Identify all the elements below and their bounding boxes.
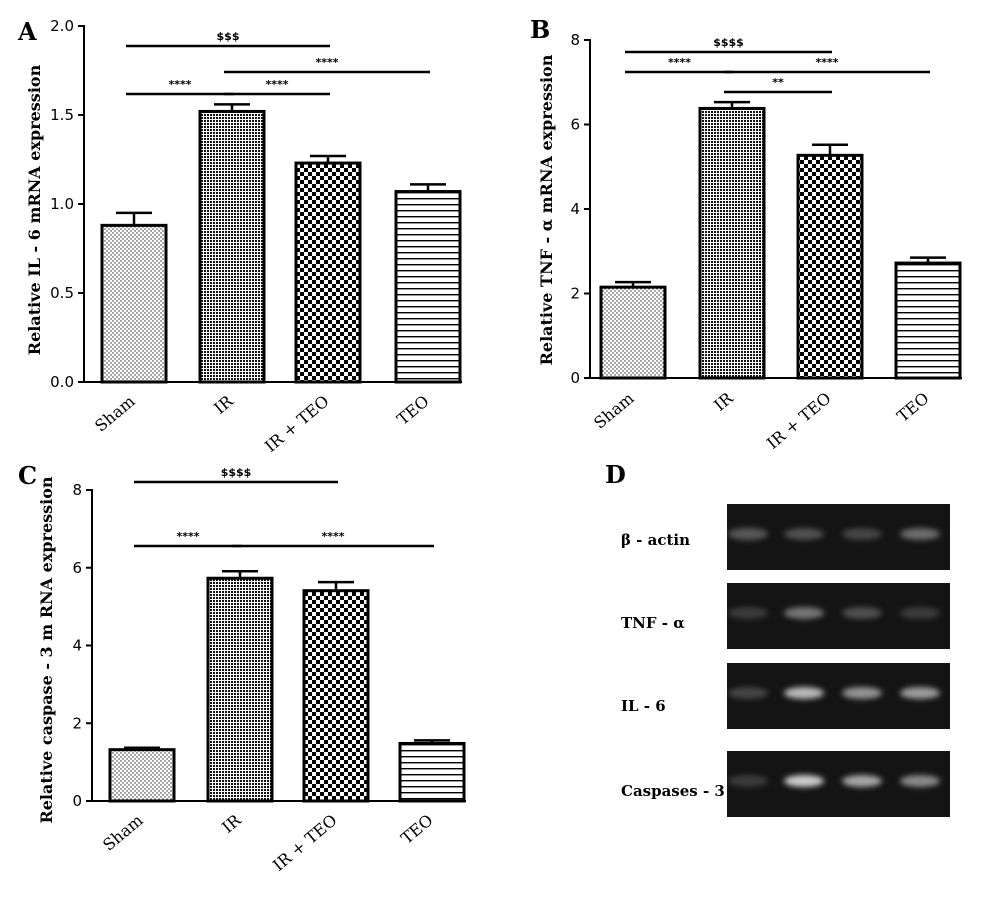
panel-letter-d: D [605, 460, 626, 489]
x-category-label: IR + TEO [269, 811, 341, 875]
bar-ir [698, 106, 766, 380]
gel-band [842, 607, 882, 619]
y-tick-label: 4 [570, 200, 580, 218]
x-category-label: TEO [397, 811, 436, 848]
y-tick-label: 6 [570, 116, 580, 134]
bar-sham [599, 285, 667, 380]
significance-label: **** [321, 530, 344, 543]
significance-label: **** [265, 78, 288, 91]
x-category-label: TEO [393, 392, 432, 429]
gel-band [728, 528, 768, 540]
gel-band [900, 775, 940, 787]
gel-band [728, 687, 768, 699]
gel-row-label: Caspases - 3 [621, 782, 725, 800]
gel-band [784, 528, 824, 540]
bar-sham [108, 748, 176, 803]
x-category-label: Sham [99, 811, 146, 855]
y-tick-label: 1.0 [50, 195, 74, 213]
x-category-label: IR + TEO [261, 392, 333, 456]
x-category-label: IR + TEO [763, 389, 835, 453]
y-tick-label: 2 [570, 285, 580, 303]
significance-label: ** [772, 76, 784, 89]
x-category-label: Sham [91, 392, 138, 436]
significance-label: **** [315, 56, 338, 69]
panel-letter-a: A [17, 17, 37, 46]
y-tick-label: 2 [72, 714, 82, 732]
y-tick-label: 6 [72, 559, 82, 577]
x-category-label: IR [210, 391, 237, 418]
gel-band [900, 687, 940, 699]
bar-ir [198, 109, 266, 384]
panel-letter-b: B [530, 15, 550, 44]
gel-band [728, 607, 768, 619]
panel-letter-c: C [18, 461, 37, 490]
y-tick-label: 0.0 [50, 373, 74, 391]
gel-band [784, 607, 824, 619]
panel-d-gel: D β - actin TNF - α IL - 6 Caspases - 3 [605, 460, 950, 817]
y-tick-label: 1.5 [50, 106, 74, 124]
bar-teo [894, 261, 962, 380]
y-tick-label: 2.0 [50, 17, 74, 35]
gel-band [784, 687, 824, 699]
y-axis-label-c: Relative caspase - 3 m RNA expression [37, 476, 56, 823]
y-axis-label-b: Relative TNF - α mRNA expression [537, 54, 556, 365]
gel-band [900, 607, 940, 619]
significance-label: **** [815, 56, 838, 69]
y-axis-label-a: Relative IL - 6 mRNA expression [25, 64, 44, 355]
x-category-label: IR [218, 810, 245, 837]
gel-band [842, 687, 882, 699]
bar-teo [394, 190, 462, 384]
y-tick-label: 8 [72, 481, 82, 499]
x-category-label: IR [710, 388, 737, 415]
y-tick-label: 0.5 [50, 284, 74, 302]
gel-band [900, 528, 940, 540]
y-tick-label: 4 [72, 637, 82, 655]
bar-ir-teo [796, 153, 864, 380]
gel-row-label: IL - 6 [621, 697, 666, 715]
y-tick-label: 0 [570, 369, 580, 387]
significance-label: **** [168, 78, 191, 91]
gel-band [842, 775, 882, 787]
significance-label: **** [176, 530, 199, 543]
bar-sham [100, 223, 168, 384]
bar-ir [206, 576, 274, 803]
gel-row-label: β - actin [621, 531, 690, 549]
x-category-label: Sham [590, 389, 637, 433]
x-category-label: TEO [893, 389, 932, 426]
bar-ir-teo [302, 589, 370, 803]
bar-ir-teo [294, 161, 362, 384]
significance-label: $$$$ [221, 466, 252, 479]
bar-teo [398, 741, 466, 803]
gel-band [842, 528, 882, 540]
panel-c-chart: C Relative caspase - 3 m RNA expression … [18, 461, 466, 875]
panel-a-chart: A Relative IL - 6 mRNA expression 0.0 0.5… [17, 17, 462, 456]
y-tick-label: 8 [570, 31, 580, 49]
significance-label: $$$$ [713, 36, 744, 49]
panel-b-chart: B Relative TNF - α mRNA expression 0 2 4 6 8… [530, 15, 962, 453]
gel-row-label: TNF - α [621, 614, 685, 632]
significance-label: $$$ [217, 30, 240, 43]
significance-label: **** [668, 56, 691, 69]
gel-band [728, 775, 768, 787]
y-tick-label: 0 [72, 792, 82, 810]
gel-band [784, 775, 824, 787]
